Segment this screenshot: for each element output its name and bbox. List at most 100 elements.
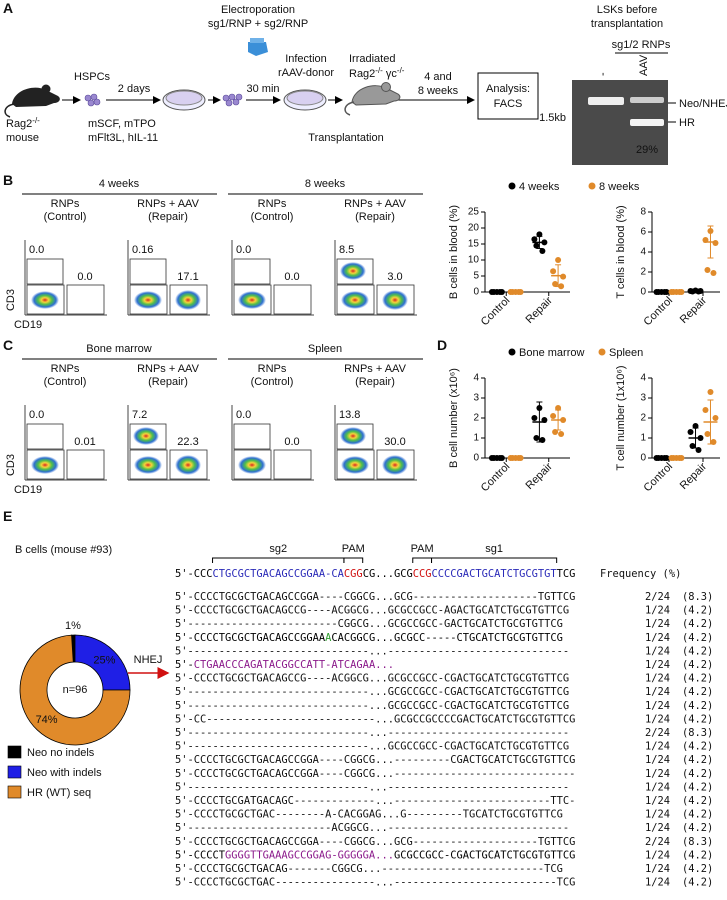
allele-sequence: 5'-CCCCTGCGATGACAGC-------------...-----… [175,795,575,807]
data-point [533,242,540,249]
sequence-segment: 5'-CCCCTGCGCTGACAGCCGGAA [175,632,326,644]
allele-frequency: (4.2) [682,632,713,644]
allele-sequence: 5'-CCCCTGCGCTGACAG-------CGGCG...-------… [175,863,563,875]
plot-title: (Repair) [148,211,188,223]
text-part: Rag2 [349,68,375,80]
axis-title: CD19 [14,319,42,331]
allele-sequence: 5'-CCCCTGCGCTGACAGCCGGA----CGGCG...-----… [175,768,575,780]
cytokine-label: mFlt3L, hIL-11 [88,132,158,144]
annotation-label: sg2 [269,543,287,555]
lane-label: - [597,72,609,76]
plot-title: (Repair) [355,211,395,223]
data-point [702,407,709,413]
allele-sequence: 5'-CCCCTGCGCTGACAGCCG----ACGGCG...GCGCCG… [175,673,569,685]
gate-value: 0.0 [29,244,44,256]
y-tick-label: 0 [640,287,646,298]
data-point [712,415,719,421]
electroporation-cuvette [248,38,268,56]
allele-count: 2/24 [645,836,670,848]
annotation-label: PAM [342,543,365,555]
group-title: 4 weeks [99,178,140,190]
gate [336,423,374,450]
gate [129,449,168,480]
column-header: Frequency (%) [600,568,681,580]
gel-percent: 29% [636,144,658,156]
density-blob [175,290,201,310]
allele-count: 1/24 [645,795,670,807]
y-tick-label: 15 [468,239,480,250]
panel-label: C [3,337,13,353]
gate [26,284,65,315]
plot-title: RNPs + AAV [137,363,200,375]
x-tick-label: Repair [678,460,710,492]
data-point [707,389,714,395]
data-point [550,268,557,275]
allele-count: 1/24 [645,632,670,644]
allele-sequence: 5'-CCCCTGCGCTGACAGCCGGAAACACGGCG...GCGCC… [175,632,563,644]
slice-label: 1% [65,620,81,632]
legend-label: Bone marrow [519,347,584,359]
gate [233,423,271,450]
data-point [531,236,538,243]
gate [66,284,105,315]
plot-title: RNPs + AAV [344,198,407,210]
axis-title: CD3 [5,454,17,476]
gate [26,258,64,285]
data-point [712,240,719,246]
gate [336,449,375,480]
sequence-segment: CACGGCG...GCGCC-----CTGCATCTGCGTGTTCG [331,632,562,644]
allele-sequence: 5'-CTGAACCCAGATACGGCCATT-ATCAGAA... [175,659,394,671]
error-bar [707,399,714,445]
band-label: HR [679,117,695,129]
allele-sequence: 5'-CCCCTGCGCTGACAGCCG----ACGGCG...GCGCCG… [175,605,569,617]
recipient-mouse [344,82,401,116]
plot-title: (Control) [44,211,87,223]
error-bar [692,290,699,292]
y-tick-label: 0 [473,453,479,464]
gate [26,423,64,450]
text-part: -/- [375,66,383,75]
lane-label: AAV [638,54,650,76]
gate [233,449,272,480]
allele-sequence: 5'-----------------------ACGGCG...------… [175,822,569,834]
allele-frequency: (8.3) [682,836,713,848]
error-bar [555,264,562,288]
y-tick-label: 5 [473,271,479,282]
gate [233,258,271,285]
legend-marker [588,182,596,190]
band-label: Neo/NHEJ [679,98,727,110]
step-label: Irradiated [349,53,395,65]
sequence-segment: A [325,632,332,644]
data-point [539,248,546,255]
allele-count: 1/24 [645,741,670,753]
culture-dish [162,89,327,111]
x-tick-label: Repair [678,294,710,326]
allele-sequence: 5'-----------------------------...------… [175,727,569,739]
step-label: rAAV-donor [278,67,334,79]
cell-cluster [84,93,243,107]
allele-frequency: (4.2) [682,849,713,861]
allele-sequence: 5'-CCCCTGGGGTTGAAAGCCGGAG-GGGGGA...GCGCC… [175,849,575,861]
group-title: Spleen [308,343,342,355]
panel-label: D [437,337,447,353]
allele-frequency: (4.2) [682,795,713,807]
allele-sequence: 5'-----------------------------...GCGCCG… [175,741,569,753]
allele-count: 1/24 [645,822,670,834]
y-tick-label: 10 [468,255,480,266]
y-tick-label: 0 [640,453,646,464]
group-title: Bone marrow [86,343,151,355]
gel-title: transplantation [591,18,663,30]
allele-count: 1/24 [645,645,670,657]
allele-sequence: 5'-----------------------------...------… [175,645,569,657]
plot-title: (Control) [251,211,294,223]
y-axis-title: T cells in blood (%) [615,205,627,298]
data-point [704,431,711,437]
panel-title: B cells (mouse #93) [15,544,112,556]
y-tick-label: 3 [473,393,479,404]
allele-count: 1/24 [645,605,670,617]
density-blob [31,456,59,474]
legend-label: 8 weeks [599,181,640,193]
gate-value: 7.2 [132,409,147,421]
gate-value: 0.0 [236,244,251,256]
